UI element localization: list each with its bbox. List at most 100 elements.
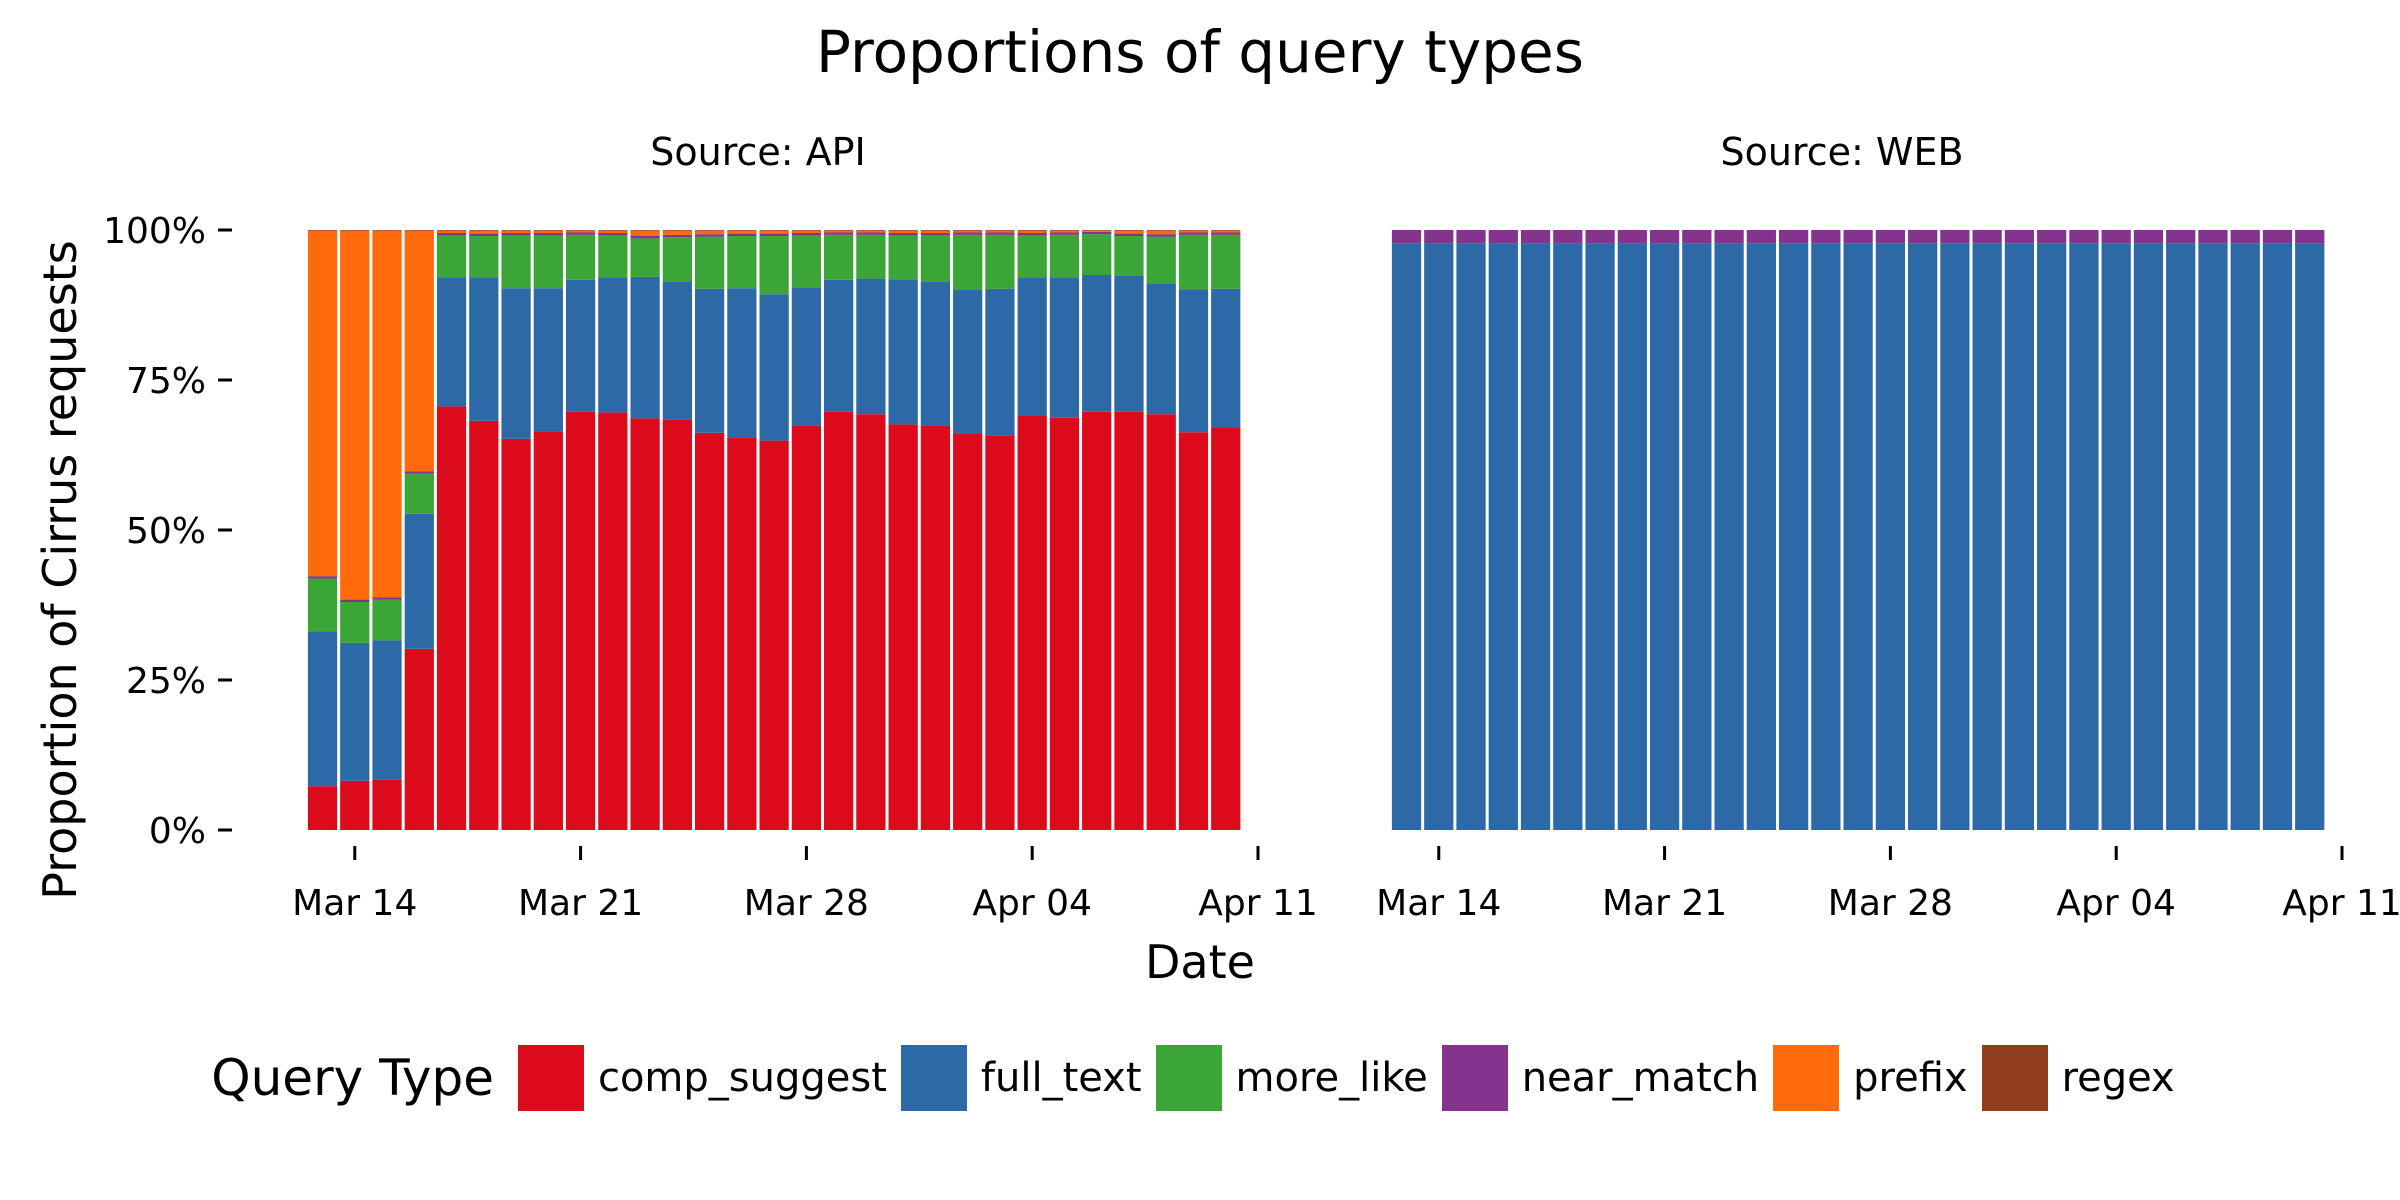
legend-title: Query Type xyxy=(211,1049,494,1107)
bar-segment-prefix xyxy=(791,230,822,233)
bar-segment-more-like xyxy=(953,234,983,290)
bar-segment-more-like xyxy=(694,236,725,289)
bar-segment-full-text xyxy=(1875,243,1906,831)
chart-title: Proportions of query types xyxy=(816,18,1584,86)
x-tick-label: Apr 04 xyxy=(2056,883,2176,924)
bar-segment-comp-suggest xyxy=(920,425,951,830)
bar-segment-regex xyxy=(1178,230,1209,231)
bar-segment-comp-suggest xyxy=(533,431,563,830)
bar-segment-near-match xyxy=(2295,230,2325,244)
bar-segment-near-match xyxy=(1146,234,1176,237)
bar-segment-prefix xyxy=(694,230,725,235)
bar-segment-full-text xyxy=(1585,243,1615,831)
bar-segment-more-like xyxy=(1082,234,1112,275)
x-tick-label: Mar 14 xyxy=(1376,883,1501,924)
bar-segment-more-like xyxy=(1017,235,1047,278)
bar-segment-comp-suggest xyxy=(759,440,789,830)
bar-segment-near-match xyxy=(1178,232,1209,235)
bar-segment-prefix xyxy=(404,230,434,472)
bar-segment-full-text xyxy=(1520,243,1551,831)
bar-segment-full-text xyxy=(791,287,822,426)
bar-segment-full-text xyxy=(759,294,789,441)
y-tick-label: 25% xyxy=(126,661,206,702)
bar-segment-full-text xyxy=(2198,243,2228,831)
bar-segment-more-like xyxy=(307,578,338,632)
bar-segment-prefix xyxy=(1049,230,1080,233)
bar-segment-full-text xyxy=(2101,243,2131,831)
bar-segment-more-like xyxy=(1146,236,1176,284)
bar-segment-prefix xyxy=(1211,230,1241,233)
bar-segment-regex xyxy=(1049,230,1080,231)
bar-segment-full-text xyxy=(1649,243,1680,831)
bar-segment-regex xyxy=(533,230,563,231)
bar-segment-near-match xyxy=(1682,230,1712,244)
bar-segment-prefix xyxy=(372,230,402,598)
bar-segment-full-text xyxy=(888,279,918,425)
bar-segment-near-match xyxy=(1811,230,1841,244)
bar-segment-full-text xyxy=(1391,243,1422,831)
bar-segment-near-match xyxy=(501,233,531,236)
bar-segment-regex xyxy=(662,230,692,231)
bar-segment-near-match xyxy=(1746,230,1776,244)
bar-segment-prefix xyxy=(565,230,596,233)
bar-segment-full-text xyxy=(2037,243,2067,831)
bar-segment-comp-suggest xyxy=(501,438,531,830)
bar-segment-regex xyxy=(404,230,434,231)
bar-segment-comp-suggest xyxy=(565,411,596,830)
bar-segment-more-like xyxy=(630,238,660,277)
bar-segment-prefix xyxy=(1178,230,1209,233)
bar-segment-more-like xyxy=(662,237,692,282)
bar-segment-full-text xyxy=(533,288,563,432)
legend-label: near_match xyxy=(1521,1055,1760,1101)
bar-segment-prefix xyxy=(501,230,531,233)
bar-segment-full-text xyxy=(1746,243,1776,831)
bar-segment-near-match xyxy=(2262,230,2293,244)
legend-key xyxy=(517,1045,584,1111)
bar-segment-more-like xyxy=(1114,236,1144,276)
bar-segment-regex xyxy=(694,230,725,231)
bar-segment-full-text xyxy=(1049,278,1080,418)
bar-segment-more-like xyxy=(1178,234,1209,290)
bar-segment-regex xyxy=(727,230,757,231)
bar-segment-near-match xyxy=(2166,230,2196,244)
bar-segment-prefix xyxy=(1017,230,1047,233)
bar-segment-more-like xyxy=(404,473,434,514)
x-tick-label: Apr 11 xyxy=(2282,883,2400,924)
bar-segment-near-match xyxy=(888,233,918,236)
legend-label: more_like xyxy=(1235,1055,1428,1101)
bar-segment-comp-suggest xyxy=(340,780,370,830)
bar-segment-near-match xyxy=(1424,230,1454,244)
bar-segment-more-like xyxy=(824,234,854,280)
bar-segment-full-text xyxy=(1114,275,1144,412)
x-tick-label: Apr 11 xyxy=(1198,883,1318,924)
bar-segment-full-text xyxy=(436,277,467,407)
bar-segment-comp-suggest xyxy=(662,419,692,830)
bar-segment-comp-suggest xyxy=(985,435,1015,830)
bar-segment-full-text xyxy=(1972,243,2002,831)
legend-key xyxy=(1981,1045,2048,1111)
bar-segment-more-like xyxy=(985,234,1015,289)
x-tick-label: Mar 28 xyxy=(744,883,869,924)
bar-segment-near-match xyxy=(2198,230,2228,244)
bar-segment-full-text xyxy=(1424,243,1454,831)
bar-segment-full-text xyxy=(1940,243,1970,831)
bar-segment-full-text xyxy=(1617,243,1647,831)
bar-segment-more-like xyxy=(791,235,822,288)
bar-segment-near-match xyxy=(1875,230,1906,244)
bar-segment-comp-suggest xyxy=(372,779,402,830)
bar-segment-full-text xyxy=(1017,278,1047,416)
bar-segment-near-match xyxy=(1488,230,1518,244)
bar-segment-full-text xyxy=(2230,243,2260,831)
bar-segment-regex xyxy=(436,230,467,231)
bar-segment-full-text xyxy=(1456,243,1486,831)
bar-segment-near-match xyxy=(307,576,338,579)
bar-segment-regex xyxy=(469,230,499,231)
bar-segment-full-text xyxy=(1811,243,1841,831)
bar-segment-near-match xyxy=(533,233,563,236)
y-tick-label: 100% xyxy=(103,211,206,252)
bar-segment-full-text xyxy=(1778,243,1809,831)
bar-segment-prefix xyxy=(1082,230,1112,232)
bar-segment-full-text xyxy=(953,290,983,434)
bar-segment-near-match xyxy=(920,233,951,236)
bar-segment-regex xyxy=(888,230,918,231)
